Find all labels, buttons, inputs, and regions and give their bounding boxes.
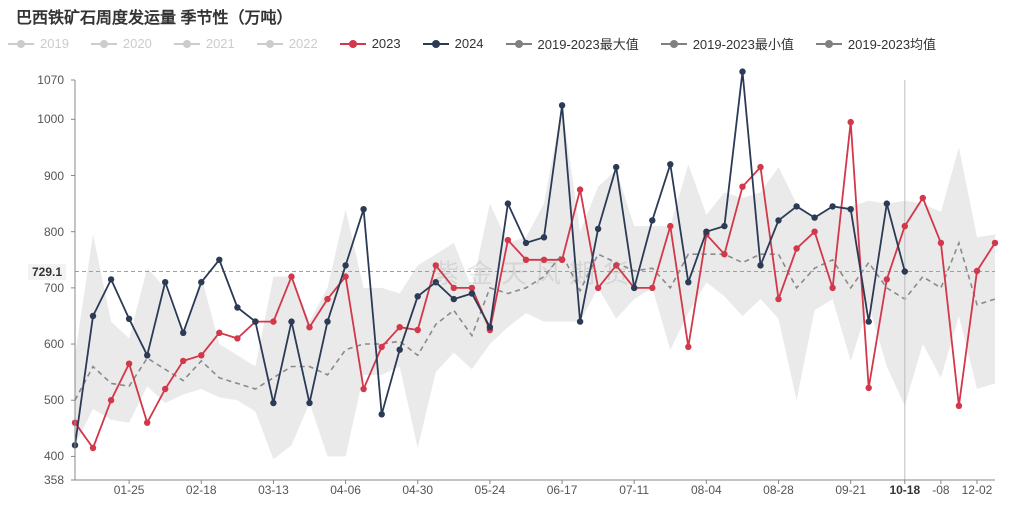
x-tick: 09-21 <box>835 483 866 497</box>
y-tick: 600 <box>44 337 64 351</box>
legend-item-2023[interactable]: 2023 <box>340 36 401 51</box>
legend-item-2024[interactable]: 2024 <box>423 36 484 51</box>
legend-label: 2024 <box>455 36 484 51</box>
chart-container: 巴西铁矿石周度发运量 季节性（万吨） 201920202021202220232… <box>0 0 1009 520</box>
legend-swatch <box>91 37 117 51</box>
legend-label: 2019-2023均值 <box>848 34 936 53</box>
legend-swatch <box>661 37 687 51</box>
legend-label: 2022 <box>289 36 318 51</box>
legend-item-mean[interactable]: 2019-2023均值 <box>816 34 936 53</box>
y-tick: 1070 <box>37 73 64 87</box>
chart-title: 巴西铁矿石周度发运量 季节性（万吨） <box>16 4 292 28</box>
y-tick: 900 <box>44 169 64 183</box>
x-tick: 06-17 <box>547 483 578 497</box>
x-tick: 07-11 <box>619 483 649 497</box>
legend-label: 2021 <box>206 36 235 51</box>
x-tick: -08 <box>932 483 949 497</box>
legend: 2019 2020 2021 2022 2023 2024 2019-2023最大值 2019… <box>8 30 1000 57</box>
y-axis-ticks: 35840050060070080090010001070729.1 <box>0 80 70 480</box>
x-tick: 10-18 <box>889 483 920 497</box>
y-tick: 500 <box>44 393 64 407</box>
x-tick: 04-06 <box>330 483 361 497</box>
x-axis-ticks: 01-25 02-18 03-13 04-06 04-30 05-24 06-17 07-11… <box>75 483 995 513</box>
plot-area: 紫金天风期货 <box>75 80 995 480</box>
plot-svg <box>75 80 995 480</box>
legend-label: 2023 <box>372 36 401 51</box>
legend-swatch <box>174 37 200 51</box>
legend-label: 2019-2023最大值 <box>538 34 639 53</box>
y-tick: 358 <box>44 473 64 487</box>
y-tick: 700 <box>44 281 64 295</box>
y-axis-callout: 729.1 <box>28 264 66 280</box>
x-tick: 08-04 <box>691 483 722 497</box>
legend-item-2021[interactable]: 2021 <box>174 36 235 51</box>
legend-item-2022[interactable]: 2022 <box>257 36 318 51</box>
y-tick: 800 <box>44 225 64 239</box>
x-tick: 03-13 <box>258 483 289 497</box>
legend-swatch <box>8 37 34 51</box>
x-tick: 01-25 <box>114 483 145 497</box>
legend-item-2019[interactable]: 2019 <box>8 36 69 51</box>
legend-swatch <box>423 37 449 51</box>
legend-item-2020[interactable]: 2020 <box>91 36 152 51</box>
x-tick: 04-30 <box>402 483 433 497</box>
legend-label: 2019 <box>40 36 69 51</box>
legend-swatch <box>257 37 283 51</box>
legend-swatch <box>506 37 532 51</box>
legend-label: 2020 <box>123 36 152 51</box>
legend-item-min[interactable]: 2019-2023最小值 <box>661 34 794 53</box>
legend-label: 2019-2023最小值 <box>693 34 794 53</box>
y-tick: 400 <box>44 449 64 463</box>
x-tick: 02-18 <box>186 483 217 497</box>
x-tick: 12-02 <box>962 483 993 497</box>
x-tick: 05-24 <box>475 483 506 497</box>
legend-item-max[interactable]: 2019-2023最大值 <box>506 34 639 53</box>
legend-swatch <box>816 37 842 51</box>
x-tick: 08-28 <box>763 483 794 497</box>
legend-swatch <box>340 37 366 51</box>
y-tick: 1000 <box>37 112 64 126</box>
